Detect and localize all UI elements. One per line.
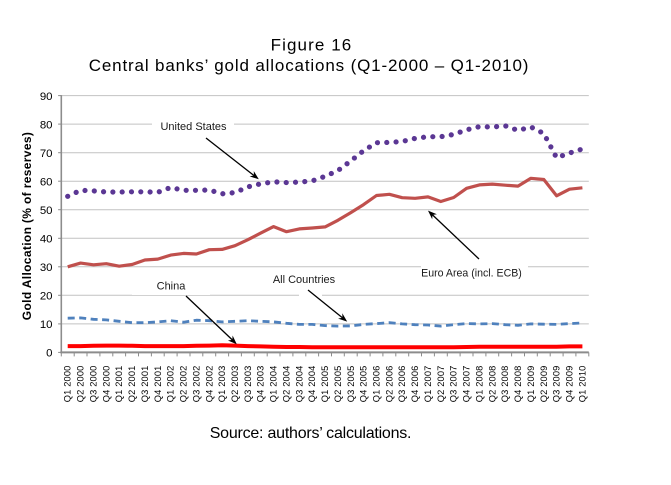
- svg-text:Q1 2002: Q1 2002: [166, 366, 176, 403]
- svg-text:Q4 2004: Q4 2004: [307, 366, 317, 403]
- svg-text:Euro Area (incl. ECB): Euro Area (incl. ECB): [421, 267, 522, 279]
- svg-text:Q2 2002: Q2 2002: [179, 366, 189, 403]
- svg-text:70: 70: [40, 148, 53, 160]
- svg-text:United States: United States: [160, 121, 227, 133]
- svg-text:Q2 2003: Q2 2003: [230, 366, 240, 403]
- svg-text:Q3 2002: Q3 2002: [191, 366, 201, 403]
- svg-text:Q3 2008: Q3 2008: [500, 366, 510, 403]
- svg-text:Q1 2008: Q1 2008: [474, 366, 484, 403]
- svg-text:Q1 2000: Q1 2000: [63, 366, 73, 403]
- svg-text:Q3 2005: Q3 2005: [346, 366, 356, 403]
- svg-text:Q2 2005: Q2 2005: [333, 366, 343, 403]
- svg-text:0: 0: [46, 348, 52, 360]
- svg-text:Q3 2004: Q3 2004: [294, 366, 304, 403]
- svg-text:Q2 2008: Q2 2008: [487, 366, 497, 403]
- svg-text:Q4 2001: Q4 2001: [153, 366, 163, 403]
- svg-text:40: 40: [40, 234, 53, 246]
- svg-text:Q1 2004: Q1 2004: [269, 366, 279, 403]
- svg-text:Q2 2006: Q2 2006: [384, 366, 394, 403]
- svg-text:Q1 2009: Q1 2009: [526, 366, 536, 403]
- svg-text:Q1 2006: Q1 2006: [372, 366, 382, 403]
- svg-text:Q4 2007: Q4 2007: [462, 366, 472, 403]
- svg-text:30: 30: [40, 262, 53, 274]
- svg-text:Q4 2000: Q4 2000: [101, 366, 111, 403]
- svg-text:Q3 2003: Q3 2003: [243, 366, 253, 403]
- svg-text:Q3 2007: Q3 2007: [449, 366, 459, 403]
- svg-text:50: 50: [40, 205, 53, 217]
- svg-text:Q4 2008: Q4 2008: [513, 366, 523, 403]
- svg-text:Q4 2005: Q4 2005: [359, 366, 369, 403]
- svg-text:China: China: [157, 280, 187, 292]
- svg-text:60: 60: [40, 176, 53, 188]
- svg-text:Q3 2006: Q3 2006: [397, 366, 407, 403]
- svg-text:Source: authors’ calculations.: Source: authors’ calculations.: [210, 425, 412, 442]
- svg-text:Q1 2003: Q1 2003: [217, 366, 227, 403]
- svg-text:Figure 16: Figure 16: [271, 36, 353, 55]
- svg-text:Q2 2004: Q2 2004: [282, 366, 292, 403]
- svg-text:Q1 2005: Q1 2005: [320, 366, 330, 403]
- svg-text:20: 20: [40, 291, 53, 303]
- svg-text:All Countries: All Countries: [273, 274, 336, 286]
- svg-text:Q2 2000: Q2 2000: [76, 366, 86, 403]
- svg-text:Q3 2001: Q3 2001: [140, 366, 150, 403]
- svg-text:Q4 2006: Q4 2006: [410, 366, 420, 403]
- svg-text:10: 10: [40, 319, 53, 331]
- svg-text:90: 90: [40, 91, 53, 103]
- svg-text:Q3 2000: Q3 2000: [89, 366, 99, 403]
- svg-text:Q2 2007: Q2 2007: [436, 366, 446, 403]
- svg-text:Q3 2009: Q3 2009: [552, 366, 562, 403]
- svg-text:Q2 2001: Q2 2001: [127, 366, 137, 403]
- svg-text:Q1 2001: Q1 2001: [114, 366, 124, 403]
- svg-text:80: 80: [40, 119, 53, 131]
- svg-text:Q4 2002: Q4 2002: [204, 366, 214, 403]
- svg-text:Q4 2003: Q4 2003: [256, 366, 266, 403]
- svg-text:Gold Allocation (% of reserves: Gold Allocation (% of reserves): [20, 132, 34, 320]
- svg-text:Q2 2009: Q2 2009: [539, 366, 549, 403]
- svg-text:Central banks’ gold allocation: Central banks’ gold allocations (Q1-2000…: [89, 56, 530, 75]
- svg-text:Q1 2010: Q1 2010: [577, 366, 587, 403]
- svg-text:Q4 2009: Q4 2009: [565, 366, 575, 403]
- svg-text:Q1 2007: Q1 2007: [423, 366, 433, 403]
